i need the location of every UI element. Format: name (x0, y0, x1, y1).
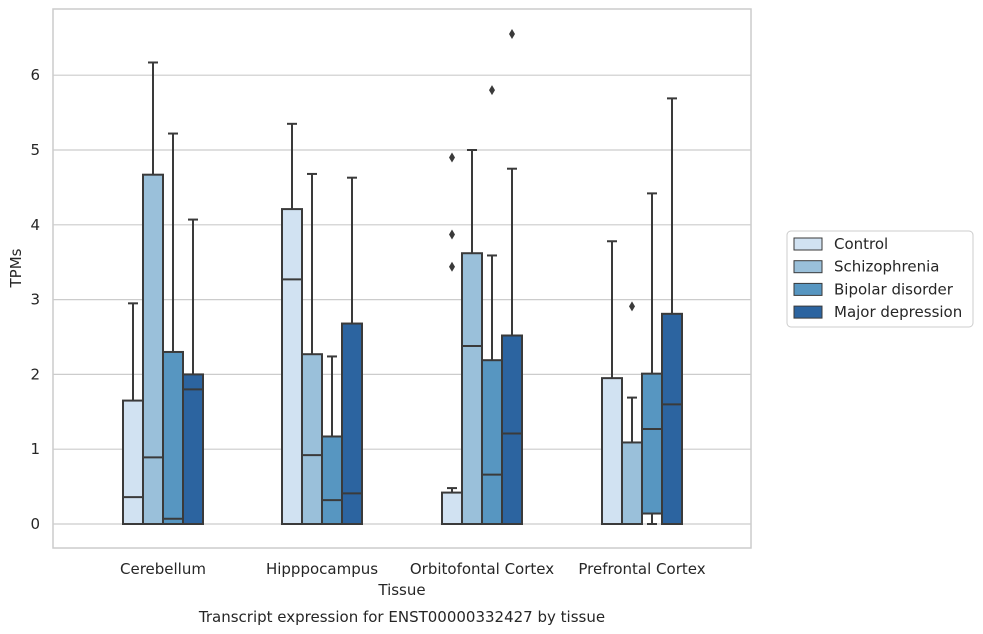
box (461, 252, 483, 525)
box (481, 359, 503, 525)
legend-label: Schizophrenia (834, 258, 939, 276)
box (601, 377, 623, 526)
legend-swatch (793, 260, 823, 274)
box (162, 350, 184, 525)
plot-boxes (122, 29, 683, 526)
outlier-point (449, 229, 455, 240)
box (182, 373, 204, 525)
box (281, 208, 303, 525)
y-tick-label: 6 (30, 66, 40, 84)
outlier-point (449, 152, 455, 163)
x-tick-label: Hipppocampus (266, 560, 378, 578)
x-axis-label: Tissue (377, 581, 425, 599)
y-tick-label: 4 (30, 216, 40, 234)
legend-swatch (793, 305, 823, 319)
x-tick-label: Orbitofontal Cortex (410, 560, 554, 578)
legend-label: Major depression (834, 303, 962, 321)
legend-label: Control (834, 235, 888, 253)
y-tick-label: 3 (30, 291, 40, 309)
box (142, 173, 164, 526)
y-tick-label: 5 (30, 141, 40, 159)
legend: Control Schizophrenia Bipolar disorder Majo… (786, 230, 974, 328)
box (321, 435, 343, 526)
legend-frame (786, 230, 974, 328)
y-axis-label: TPMs (7, 248, 25, 288)
box (641, 372, 663, 515)
outlier-point (509, 29, 515, 40)
box (441, 491, 463, 526)
box (661, 312, 683, 526)
plot-frame (52, 8, 752, 549)
box (122, 399, 144, 525)
box (341, 322, 363, 526)
box (301, 353, 323, 526)
y-tick-label: 1 (30, 440, 40, 458)
x-tick-labels: Cerebellum Hipppocampus Orbitofontal Corte… (120, 560, 706, 578)
legend-swatch (793, 282, 823, 296)
y-tick-labels: 0 1 2 3 4 5 6 (30, 66, 40, 533)
outlier-point (449, 261, 455, 272)
box (621, 441, 643, 525)
box (501, 334, 523, 525)
legend-swatch (793, 237, 823, 251)
chart-caption: Transcript expression for ENST0000033242… (198, 608, 605, 626)
outlier-point (489, 85, 495, 96)
y-tick-label: 0 (30, 515, 40, 533)
x-tick-label: Cerebellum (120, 560, 206, 578)
legend-label: Bipolar disorder (834, 280, 954, 298)
outlier-point (629, 301, 635, 312)
y-tick-label: 2 (30, 365, 40, 383)
x-tick-label: Prefrontal Cortex (578, 560, 705, 578)
